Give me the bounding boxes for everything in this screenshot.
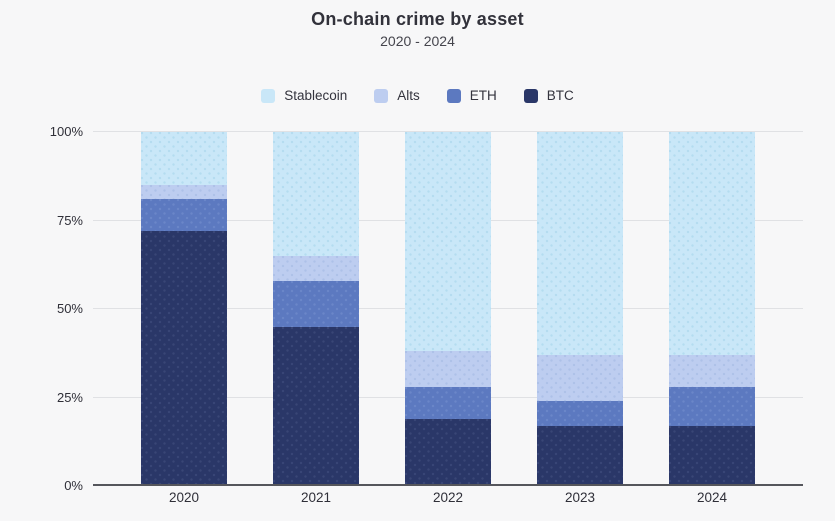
segment-btc-2020 xyxy=(141,231,227,486)
y-tick-label-100: 100% xyxy=(49,124,83,139)
legend-swatch-btc-icon xyxy=(523,88,538,103)
y-tick-label-0: 0% xyxy=(64,478,83,493)
legend-item-alts: Alts xyxy=(374,88,420,103)
chart-subtitle: 2020 - 2024 xyxy=(380,33,455,49)
segment-btc-2021 xyxy=(273,326,359,486)
segment-alts-2020 xyxy=(141,185,227,200)
legend-label-stablecoin: Stablecoin xyxy=(284,88,348,103)
legend-item-eth: ETH xyxy=(446,88,497,103)
legend-label-btc: BTC xyxy=(546,88,574,103)
bar-2020 xyxy=(141,132,227,486)
segment-stablecoin-2022 xyxy=(405,132,491,352)
x-tick-label-2023: 2023 xyxy=(564,490,596,505)
legend-item-stablecoin: Stablecoin xyxy=(261,88,347,103)
segment-alts-2021 xyxy=(273,255,359,281)
segment-stablecoin-2020 xyxy=(141,132,227,186)
legend-label-alts: Alts xyxy=(397,88,420,103)
legend-item-btc: BTC xyxy=(523,88,574,103)
bar-2024 xyxy=(669,132,755,486)
plot-area: 0% 25% 50% 75% 100% xyxy=(50,124,803,493)
legend-label-eth: ETH xyxy=(469,88,497,103)
gridline-0 xyxy=(93,484,803,486)
segment-stablecoin-2021 xyxy=(273,132,359,256)
y-tick-label-75: 75% xyxy=(56,212,83,228)
y-tick-label-50: 50% xyxy=(56,301,83,316)
bar-2023 xyxy=(537,132,623,486)
y-tick-label-25: 25% xyxy=(56,389,83,405)
segment-btc-2022 xyxy=(405,418,491,486)
segment-eth-2024 xyxy=(669,386,755,426)
legend-swatch-stablecoin-icon xyxy=(261,88,276,103)
x-tick-label-2024: 2024 xyxy=(696,490,728,505)
segment-eth-2021 xyxy=(273,280,359,327)
x-axis-labels: 2020 2021 2022 2023 2024 xyxy=(93,490,803,505)
chart-title: On-chain crime by asset xyxy=(311,9,524,29)
segment-stablecoin-2024 xyxy=(669,132,755,356)
legend-swatch-alts-icon xyxy=(374,88,389,103)
segment-stablecoin-2023 xyxy=(537,132,623,356)
segment-alts-2023 xyxy=(537,355,623,402)
segment-eth-2023 xyxy=(537,401,623,426)
bars-row xyxy=(93,132,803,486)
bar-2021 xyxy=(273,132,359,486)
segment-eth-2020 xyxy=(141,199,227,232)
x-tick-label-2021: 2021 xyxy=(300,490,332,505)
segment-btc-2024 xyxy=(669,425,755,486)
gridline-100 xyxy=(93,131,803,132)
segment-alts-2022 xyxy=(405,351,491,387)
segment-btc-2023 xyxy=(537,425,623,486)
x-tick-label-2020: 2020 xyxy=(168,490,200,505)
segment-alts-2024 xyxy=(669,355,755,387)
segment-eth-2022 xyxy=(405,386,491,419)
x-tick-label-2022: 2022 xyxy=(432,490,464,505)
bar-2022 xyxy=(405,132,491,486)
legend: Stablecoin Alts ETH BTC xyxy=(0,88,835,103)
legend-swatch-eth-icon xyxy=(446,88,461,103)
